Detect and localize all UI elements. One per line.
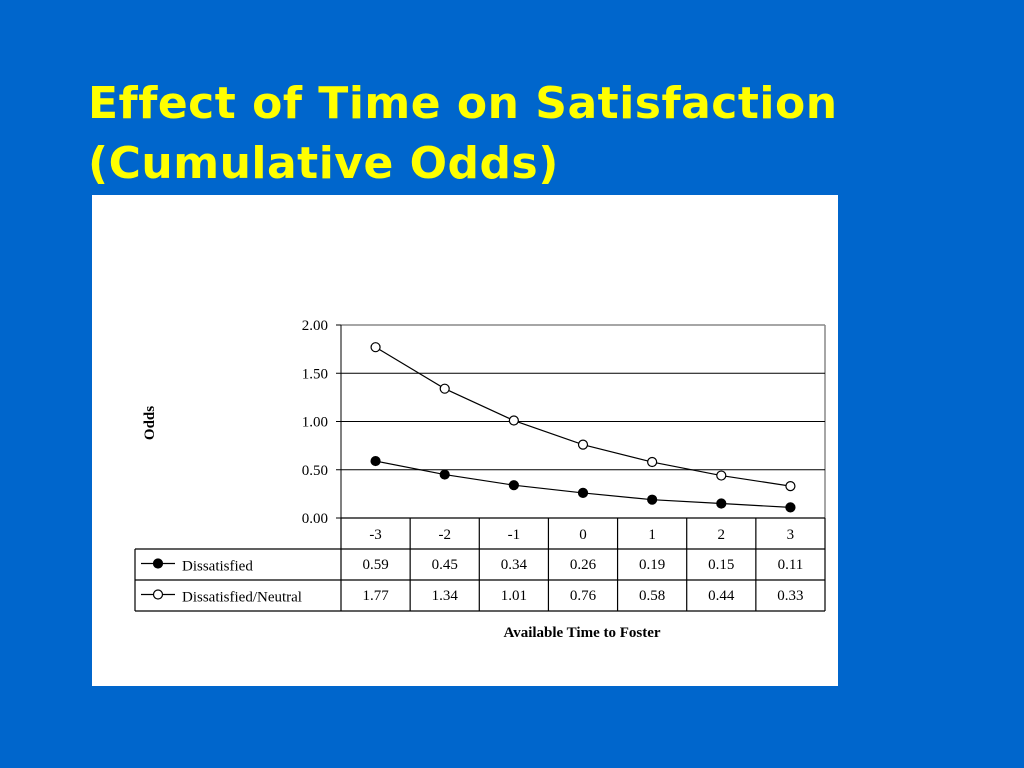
data-table-value: 0.44: [708, 588, 735, 604]
series-point: [785, 481, 796, 492]
data-table-value: 1.34: [432, 588, 459, 604]
data-table-value: 0.19: [639, 557, 665, 573]
series-point: [647, 456, 658, 468]
series-point: [785, 502, 796, 513]
x-category-label: 0: [579, 527, 587, 543]
slide-title-line-1: Effect of Time on Satisfaction: [88, 78, 838, 129]
series-point: [577, 487, 589, 499]
data-table-value: 0.26: [570, 557, 597, 573]
odds-line-chart: 0.00 0.50 1.00 1.50 2.00 -3 -2 -1 0 1 2 3 Dissatisf…: [134, 318, 826, 641]
x-category-label: 2: [718, 527, 726, 543]
y-axis-label: Odds: [142, 406, 158, 440]
legend-key-marker: [152, 558, 164, 569]
series-point: [370, 342, 381, 353]
series-point: [577, 439, 589, 450]
series-line: [375, 346, 791, 487]
x-category-label: -2: [438, 527, 451, 543]
data-table-value: 0.58: [639, 588, 665, 604]
chart-panel: 0.00 0.50 1.00 1.50 2.00 -3 -2 -1 0 1 2 3 Dissatisf…: [92, 195, 838, 686]
series-point: [716, 498, 727, 509]
series-point: [370, 455, 381, 467]
data-table-value: 0.76: [570, 588, 597, 604]
y-tick-label: 2.00: [302, 318, 328, 334]
y-tick-label: 1.00: [302, 415, 328, 431]
series-line: [375, 460, 791, 508]
data-table-value: 0.45: [432, 557, 458, 573]
series-lines: [370, 342, 796, 513]
data-table-value: 0.11: [778, 557, 804, 573]
data-table-value: 0.34: [501, 557, 528, 573]
x-category-label: 3: [787, 527, 795, 543]
data-table-value: 0.15: [708, 557, 734, 573]
series-point: [716, 470, 727, 481]
data-table-value: 0.59: [362, 557, 388, 573]
data-table-value: 1.01: [501, 588, 527, 604]
y-tick-label: 0.50: [302, 463, 328, 479]
y-tick-label: 1.50: [302, 366, 328, 382]
x-category-label: -1: [508, 527, 521, 543]
slide-title-line-2: (Cumulative Odds): [88, 138, 559, 189]
series-point: [439, 469, 450, 480]
series-point: [439, 383, 450, 394]
data-table-value: 1.77: [362, 588, 389, 604]
axis-labels: Odds Available Time to Foster: [142, 406, 661, 641]
data-table: -3 -2 -1 0 1 2 3 Dissatisfied 0.59 0.45 0.34 0.26 0.…: [134, 517, 826, 612]
legend-series-name: Dissatisfied/Neutral: [182, 590, 302, 606]
slide-title: Effect of Time on Satisfaction (Cumulati…: [88, 74, 838, 194]
series-point: [647, 494, 658, 505]
legend-key-marker: [152, 589, 164, 600]
x-category-label: 1: [648, 527, 656, 543]
legend-series-name: Dissatisfied: [182, 559, 253, 575]
axes: 0.00 0.50 1.00 1.50 2.00: [302, 318, 342, 527]
series-point: [508, 415, 519, 426]
series-point: [508, 480, 519, 491]
x-axis-label: Available Time to Foster: [503, 625, 660, 641]
x-category-label: -3: [369, 527, 382, 543]
y-tick-label: 0.00: [302, 511, 328, 527]
data-table-value: 0.33: [777, 588, 803, 604]
